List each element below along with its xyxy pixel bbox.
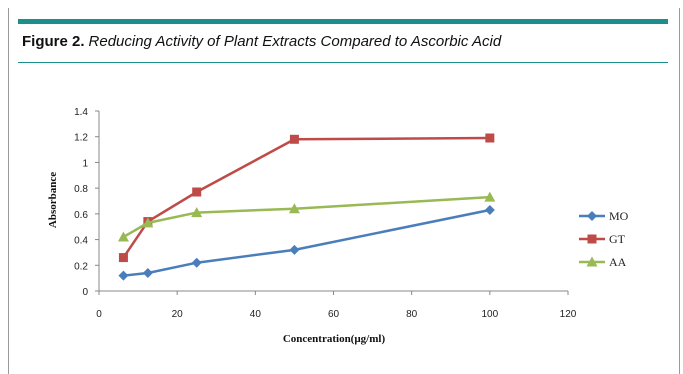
y-tick-label: 1 xyxy=(82,158,88,169)
figure-title-rule xyxy=(18,62,668,63)
series-line-gt xyxy=(122,136,490,259)
data-point-mo xyxy=(191,257,202,268)
x-tick-label: 80 xyxy=(406,309,418,320)
data-point-mo xyxy=(289,244,300,255)
data-point-aa xyxy=(142,217,154,228)
y-axis-title: Absorbance xyxy=(47,172,59,228)
y-tick-label: 0.8 xyxy=(74,184,88,195)
figure-label: Figure 2. xyxy=(22,33,85,50)
y-tick-label: 0.2 xyxy=(74,261,88,272)
figure-frame xyxy=(8,8,680,374)
data-point-gt xyxy=(485,133,495,143)
y-tick-label: 0.4 xyxy=(74,236,88,247)
chart-axes xyxy=(95,110,569,295)
x-axis-title: Concentration(µg/ml) xyxy=(283,333,386,345)
legend-label-mo: MO xyxy=(609,209,629,223)
series-gt xyxy=(118,133,495,263)
x-tick-labels: 0 20 40 60 80 100 120 xyxy=(96,309,577,320)
series-aa xyxy=(117,191,496,242)
y-tick-label: 0.6 xyxy=(74,210,88,221)
data-point-mo xyxy=(484,205,495,215)
y-tick-labels: 0 0.2 0.4 0.6 0.8 1 1.2 1.4 xyxy=(74,107,88,298)
chart-series xyxy=(117,133,496,281)
figure-caption: Reducing Activity of Plant Extracts Comp… xyxy=(88,33,502,50)
data-point-mo xyxy=(142,268,153,278)
legend-marker-mo xyxy=(587,211,597,221)
x-tick-label: 20 xyxy=(172,309,184,320)
data-point-gt xyxy=(118,253,128,263)
x-tick-label: 120 xyxy=(560,309,577,320)
data-point-aa xyxy=(191,207,203,218)
data-point-aa xyxy=(117,231,129,242)
y-tick-label: 1.4 xyxy=(74,107,88,118)
legend-marker-gt xyxy=(587,234,597,244)
x-tick-label: 0 xyxy=(96,309,102,320)
y-tick-label: 0 xyxy=(82,287,88,298)
chart-legend: MO GT AA xyxy=(579,209,629,269)
legend-label-gt: GT xyxy=(609,232,626,246)
x-tick-label: 60 xyxy=(328,309,340,320)
data-point-gt xyxy=(289,134,299,144)
x-tick-label: 40 xyxy=(250,309,262,320)
series-line-mo xyxy=(123,208,491,277)
legend-marker-aa xyxy=(586,256,598,267)
data-point-gt xyxy=(192,187,202,197)
data-point-aa xyxy=(484,191,496,202)
legend-label-aa: AA xyxy=(609,255,627,269)
data-point-mo xyxy=(118,270,129,281)
x-tick-label: 100 xyxy=(481,309,498,320)
figure-title: Figure 2. Reducing Activity of Plant Extr… xyxy=(22,33,501,50)
y-tick-label: 1.2 xyxy=(74,133,88,144)
data-point-aa xyxy=(288,203,300,214)
series-mo xyxy=(118,205,495,281)
figure-top-bar xyxy=(18,19,668,24)
